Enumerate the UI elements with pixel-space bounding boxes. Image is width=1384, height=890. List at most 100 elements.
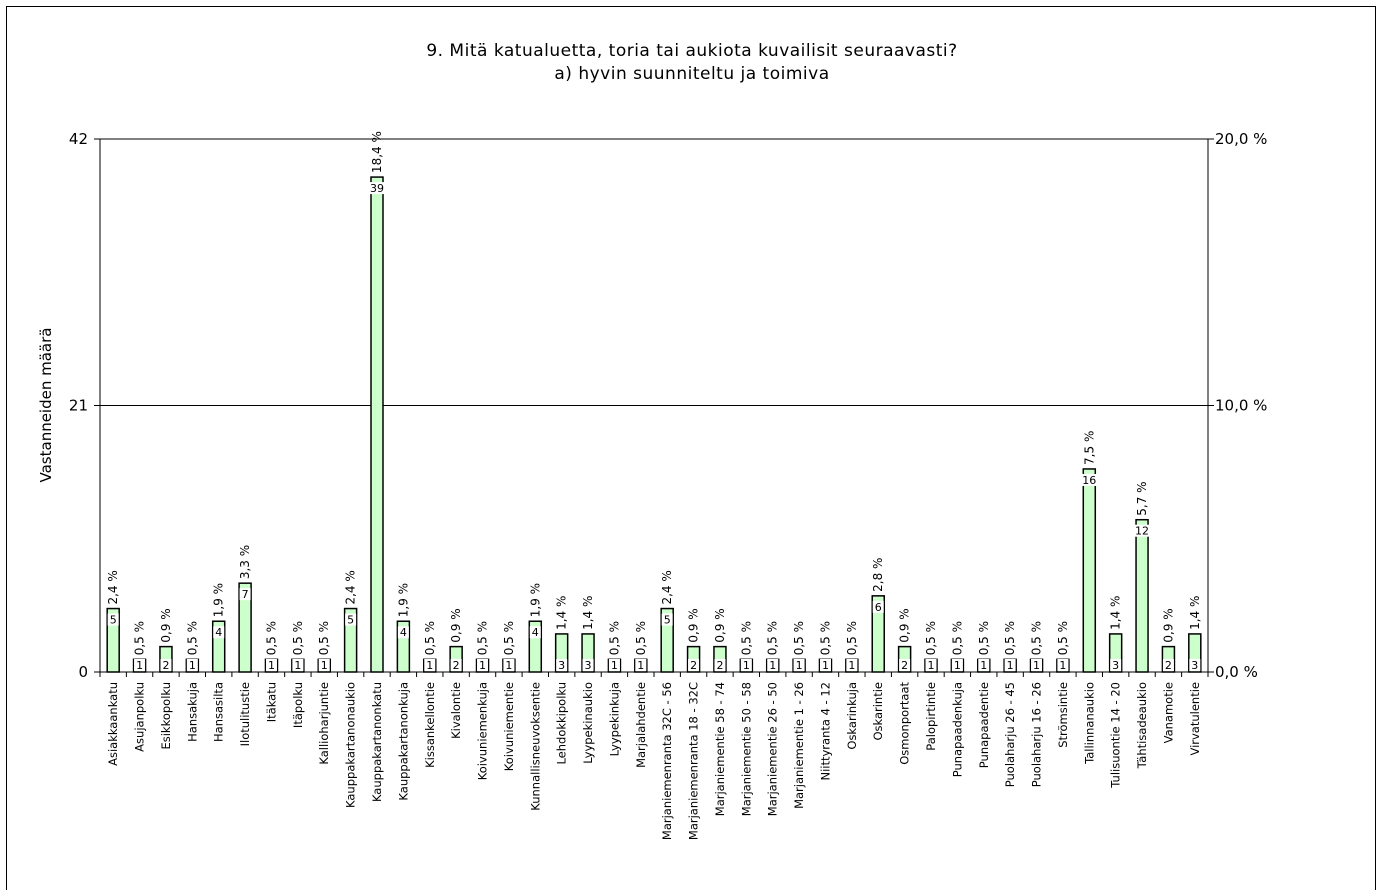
percent-label: 0,5 %	[1056, 621, 1070, 655]
value-label-box	[978, 659, 990, 671]
percent-label: 0,5 %	[766, 621, 780, 655]
value-label-box	[529, 626, 541, 639]
value-label-box	[556, 659, 568, 671]
value-label: 2	[716, 659, 723, 672]
percent-label: 5,7 %	[1135, 481, 1149, 515]
value-label-box	[1133, 524, 1152, 537]
category-label: Kivalontie	[449, 682, 463, 739]
percent-label: 0,5 %	[317, 621, 331, 655]
value-label: 1	[1033, 659, 1040, 672]
percent-label: 0,9 %	[1161, 608, 1175, 642]
percent-label: 1,4 %	[555, 596, 569, 630]
category-label: Hansasilta	[212, 682, 226, 742]
percent-label: 1,9 %	[396, 583, 410, 617]
bar	[1082, 468, 1097, 673]
percent-label: 1,4 %	[1109, 596, 1123, 630]
value-label: 1	[321, 659, 328, 672]
value-label: 39	[370, 182, 384, 195]
percent-label: 0,5 %	[133, 621, 147, 655]
y-tick-label: 42	[69, 130, 88, 148]
value-label: 3	[558, 659, 565, 672]
percent-label: 0,5 %	[1030, 621, 1044, 655]
chart-frame	[6, 6, 1376, 890]
percent-label: 0,5 %	[502, 621, 516, 655]
value-label: 1	[611, 659, 618, 672]
category-label: Tähtisadeaukio	[1135, 682, 1149, 769]
value-label: 12	[1135, 525, 1149, 538]
percent-label: 0,5 %	[739, 621, 753, 655]
category-label: Asiakkaankatu	[106, 682, 120, 766]
percent-label: 0,5 %	[950, 621, 964, 655]
value-label-box	[846, 659, 858, 671]
value-label-box	[503, 659, 515, 671]
category-label: Kunnallisneuvoksentie	[528, 682, 542, 811]
percent-label: 0,5 %	[476, 621, 490, 655]
category-label: Asujanpolku	[133, 682, 147, 752]
category-label: Kauppakartanonaukio	[344, 682, 358, 808]
value-label: 1	[1059, 659, 1066, 672]
value-label: 1	[822, 659, 829, 672]
bars	[106, 176, 1202, 673]
percent-label: 0,5 %	[924, 621, 938, 655]
percent-label: 0,9 %	[687, 608, 701, 642]
percent-label: 7,5 %	[1082, 431, 1096, 465]
percent-label: 1,4 %	[581, 596, 595, 630]
value-label: 16	[1082, 474, 1096, 487]
value-label: 4	[400, 626, 407, 639]
value-label: 1	[505, 659, 512, 672]
percent-label: 0,5 %	[977, 621, 991, 655]
value-label-box	[1110, 659, 1122, 671]
value-label: 1	[294, 659, 301, 672]
y2-tick-label: 20,0 %	[1215, 130, 1267, 148]
category-label: Punapaadentie	[977, 682, 991, 768]
percent-label: 2,4 %	[660, 570, 674, 604]
category-label: Oskarinkuja	[845, 682, 859, 750]
chart-title: 9. Mitä katualuetta, toria tai aukiota k…	[426, 41, 958, 61]
value-label-box	[872, 600, 884, 613]
percent-label: 1,4 %	[1188, 596, 1202, 630]
value-label: 1	[980, 659, 987, 672]
value-label-box	[661, 613, 673, 626]
value-label: 3	[585, 659, 592, 672]
category-label: Oskarintie	[871, 682, 885, 741]
value-label: 1	[796, 659, 803, 672]
value-label: 5	[347, 614, 354, 627]
percent-label: 0,5 %	[291, 621, 305, 655]
value-label-box	[714, 659, 726, 671]
value-label-box	[265, 659, 277, 671]
value-label: 5	[110, 614, 117, 627]
value-label-box	[1031, 659, 1043, 671]
category-label: Koivuniementie	[502, 682, 516, 771]
percent-label: 2,8 %	[871, 558, 885, 592]
value-label-box	[318, 659, 330, 671]
value-label: 4	[215, 626, 222, 639]
value-label: 1	[189, 659, 196, 672]
value-label-box	[186, 659, 198, 671]
axes	[94, 138, 1214, 677]
category-label: Marjaniementie 26 - 50	[766, 682, 780, 816]
category-label: Kauppakartanonkatu	[370, 682, 384, 802]
value-label: 2	[162, 659, 169, 672]
value-label: 3	[1112, 659, 1119, 672]
value-label: 4	[532, 626, 539, 639]
value-label: 2	[1165, 659, 1172, 672]
value-label: 1	[136, 659, 143, 672]
category-label: Kissankellontie	[423, 682, 437, 768]
category-label: Punapaadenkuja	[950, 682, 964, 777]
category-label: Marjaniementie 58 - 74	[713, 682, 727, 816]
category-label: Tulisuontie 14 - 20	[1109, 682, 1123, 789]
value-label: 6	[875, 601, 882, 614]
category-label: Marjaniemenranta 32C - 56	[660, 682, 674, 840]
value-label-box	[951, 659, 963, 671]
category-label: Osmonportaat	[898, 682, 912, 765]
value-label-box	[635, 659, 647, 671]
percent-label: 0,9 %	[713, 608, 727, 642]
category-label: Virvatulentie	[1188, 682, 1202, 756]
bar	[370, 176, 384, 673]
percent-label: 0,5 %	[792, 621, 806, 655]
percent-label: 0,5 %	[634, 621, 648, 655]
y-tick-label: 0	[78, 663, 88, 681]
chart-subtitle: a) hyvin suunniteltu ja toimiva	[554, 64, 830, 84]
value-label: 1	[954, 659, 961, 672]
value-label-box	[582, 659, 594, 671]
